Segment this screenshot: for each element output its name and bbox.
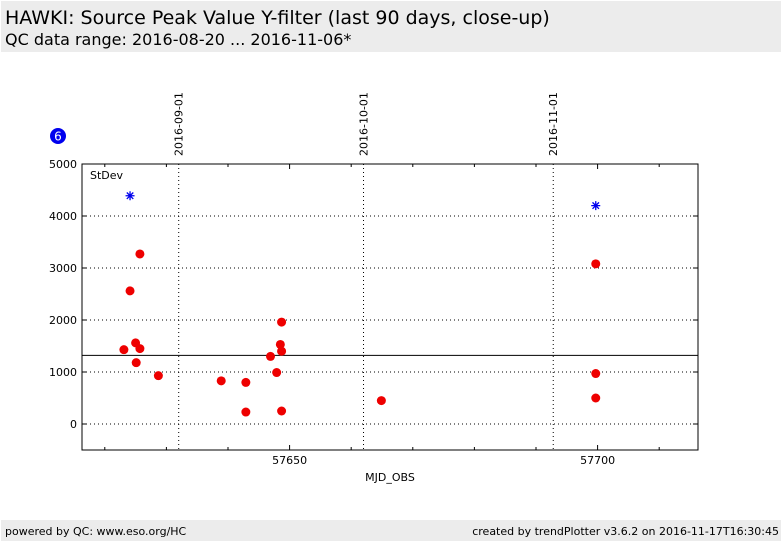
header-bar: HAWKI: Source Peak Value Y-filter (last … bbox=[1, 1, 781, 52]
stdev-marker bbox=[591, 201, 601, 211]
badge-circle bbox=[50, 128, 66, 144]
data-point bbox=[591, 259, 601, 269]
data-point bbox=[376, 396, 386, 406]
y-tick-label: 1000 bbox=[49, 366, 77, 379]
data-point bbox=[135, 249, 145, 259]
data-point bbox=[272, 368, 282, 378]
date-tick-label: 2016-10-01 bbox=[358, 92, 371, 156]
date-tick-label: 2016-09-01 bbox=[173, 92, 186, 156]
y-tick-label: 2000 bbox=[49, 314, 77, 327]
y-tick-label: 0 bbox=[70, 418, 77, 431]
data-point bbox=[277, 346, 287, 356]
page-title: HAWKI: Source Peak Value Y-filter (last … bbox=[5, 7, 550, 29]
badge-label: 6 bbox=[54, 130, 62, 144]
stdev-marker bbox=[125, 191, 135, 201]
data-point bbox=[241, 407, 251, 417]
data-point bbox=[216, 376, 226, 386]
data-point bbox=[125, 286, 135, 296]
data-point bbox=[591, 369, 601, 379]
data-point bbox=[119, 345, 129, 355]
legend-label: StDev bbox=[90, 169, 124, 182]
x-axis-label: MJD_OBS bbox=[365, 471, 415, 484]
data-point bbox=[153, 371, 163, 381]
data-point bbox=[131, 358, 141, 368]
x-tick-label: 57650 bbox=[272, 454, 307, 467]
data-point bbox=[277, 317, 287, 327]
footer-powered-by: powered by QC: www.eso.org/HC bbox=[5, 525, 187, 538]
data-point bbox=[277, 406, 287, 416]
footer-created-by: created by trendPlotter v3.6.2 on 2016-1… bbox=[472, 525, 779, 538]
x-tick-label: 57700 bbox=[580, 454, 615, 467]
plot-frame bbox=[81, 163, 699, 451]
page-subtitle: QC data range: 2016-08-20 ... 2016-11-06… bbox=[5, 30, 352, 49]
date-tick-label: 2016-11-01 bbox=[547, 92, 560, 156]
data-point bbox=[241, 377, 251, 387]
y-tick-label: 4000 bbox=[49, 210, 77, 223]
y-tick-label: 3000 bbox=[49, 262, 77, 275]
y-tick-label: 5000 bbox=[49, 158, 77, 171]
data-point bbox=[275, 339, 285, 349]
footer-bar: powered by QC: www.eso.org/HC created by… bbox=[1, 520, 781, 541]
data-point bbox=[591, 393, 601, 403]
data-point bbox=[265, 351, 275, 361]
data-point bbox=[135, 344, 145, 354]
